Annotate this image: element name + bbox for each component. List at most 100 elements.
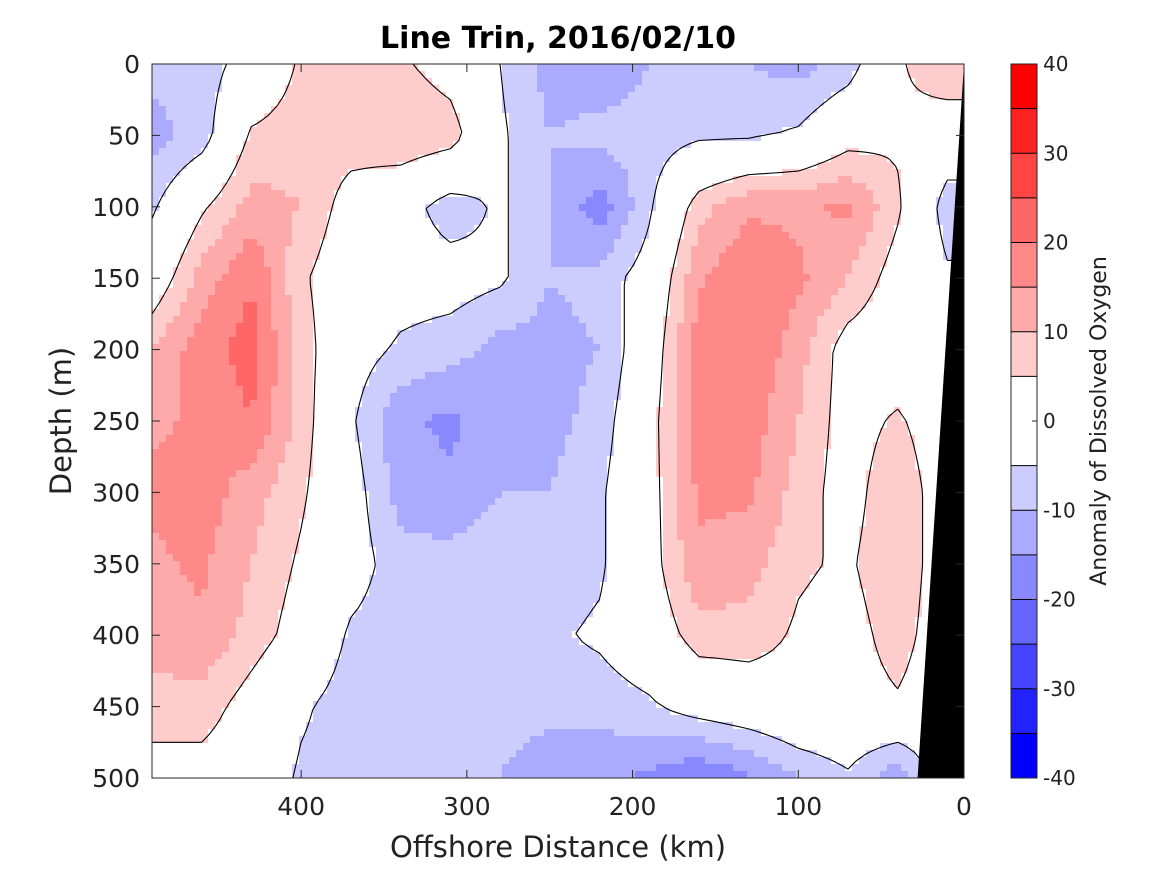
- field-cell: [432, 302, 440, 310]
- field-cell: [425, 127, 433, 135]
- field-cell: [397, 309, 405, 317]
- field-cell: [215, 288, 223, 296]
- field-cell: [320, 274, 328, 282]
- field-cell: [474, 120, 482, 128]
- field-cell: [677, 246, 685, 254]
- field-cell: [628, 92, 636, 100]
- field-cell: [264, 162, 272, 170]
- field-cell: [656, 120, 664, 128]
- field-cell: [250, 141, 258, 149]
- field-cell: [446, 155, 454, 163]
- field-cell: [159, 176, 167, 184]
- field-cell: [754, 64, 762, 72]
- field-cell: [586, 232, 594, 240]
- field-cell: [782, 358, 790, 366]
- field-cell: [411, 344, 419, 352]
- field-cell: [649, 211, 657, 219]
- field-cell: [866, 281, 874, 289]
- field-cell: [460, 148, 468, 156]
- field-cell: [299, 239, 307, 247]
- field-cell: [565, 239, 573, 247]
- field-cell: [474, 71, 482, 79]
- field-cell: [747, 99, 755, 107]
- field-cell: [565, 288, 573, 296]
- field-cell: [880, 134, 888, 142]
- field-cell: [859, 288, 867, 296]
- field-cell: [754, 274, 762, 282]
- field-cell: [516, 85, 524, 93]
- field-cell: [250, 358, 258, 366]
- field-cell: [341, 239, 349, 247]
- field-cell: [404, 330, 412, 338]
- field-cell: [523, 232, 531, 240]
- field-cell: [166, 92, 174, 100]
- field-cell: [194, 218, 202, 226]
- field-cell: [215, 204, 223, 212]
- field-cell: [789, 141, 797, 149]
- field-cell: [257, 64, 265, 72]
- field-cell: [747, 246, 755, 254]
- field-cell: [565, 141, 573, 149]
- field-cell: [838, 71, 846, 79]
- field-cell: [159, 351, 167, 359]
- field-cell: [264, 281, 272, 289]
- field-cell: [369, 330, 377, 338]
- field-cell: [635, 330, 643, 338]
- field-cell: [439, 253, 447, 261]
- field-cell: [614, 323, 622, 331]
- field-cell: [614, 120, 622, 128]
- field-cell: [495, 316, 503, 324]
- field-cell: [502, 281, 510, 289]
- field-cell: [341, 211, 349, 219]
- field-cell: [467, 337, 475, 345]
- field-cell: [782, 337, 790, 345]
- field-cell: [271, 225, 279, 233]
- field-cell: [495, 344, 503, 352]
- field-cell: [397, 344, 405, 352]
- field-cell: [712, 316, 720, 324]
- field-cell: [453, 246, 461, 254]
- field-cell: [649, 302, 657, 310]
- field-cell: [166, 120, 174, 128]
- field-cell: [551, 190, 559, 198]
- field-cell: [369, 218, 377, 226]
- field-cell: [460, 302, 468, 310]
- field-cell: [866, 316, 874, 324]
- field-cell: [873, 99, 881, 107]
- field-cell: [572, 162, 580, 170]
- field-cell: [229, 71, 237, 79]
- field-cell: [579, 99, 587, 107]
- field-cell: [376, 211, 384, 219]
- field-cell: [355, 148, 363, 156]
- field-cell: [341, 288, 349, 296]
- field-cell: [642, 246, 650, 254]
- field-cell: [551, 253, 559, 261]
- field-cell: [873, 106, 881, 114]
- field-cell: [355, 330, 363, 338]
- field-cell: [586, 281, 594, 289]
- field-cell: [761, 246, 769, 254]
- field-cell: [271, 281, 279, 289]
- field-cell: [684, 232, 692, 240]
- field-cell: [572, 260, 580, 268]
- field-cell: [418, 204, 426, 212]
- field-cell: [285, 120, 293, 128]
- field-cell: [740, 344, 748, 352]
- field-cell: [306, 190, 314, 198]
- field-cell: [768, 211, 776, 219]
- field-cell: [180, 295, 188, 303]
- field-cell: [936, 274, 944, 282]
- field-cell: [173, 344, 181, 352]
- field-cell: [376, 162, 384, 170]
- field-cell: [733, 295, 741, 303]
- field-cell: [600, 99, 608, 107]
- field-cell: [803, 92, 811, 100]
- field-cell: [425, 64, 433, 72]
- field-cell: [796, 190, 804, 198]
- field-cell: [586, 323, 594, 331]
- field-cell: [292, 71, 300, 79]
- field-cell: [208, 323, 216, 331]
- field-cell: [439, 204, 447, 212]
- field-cell: [698, 134, 706, 142]
- field-cell: [264, 141, 272, 149]
